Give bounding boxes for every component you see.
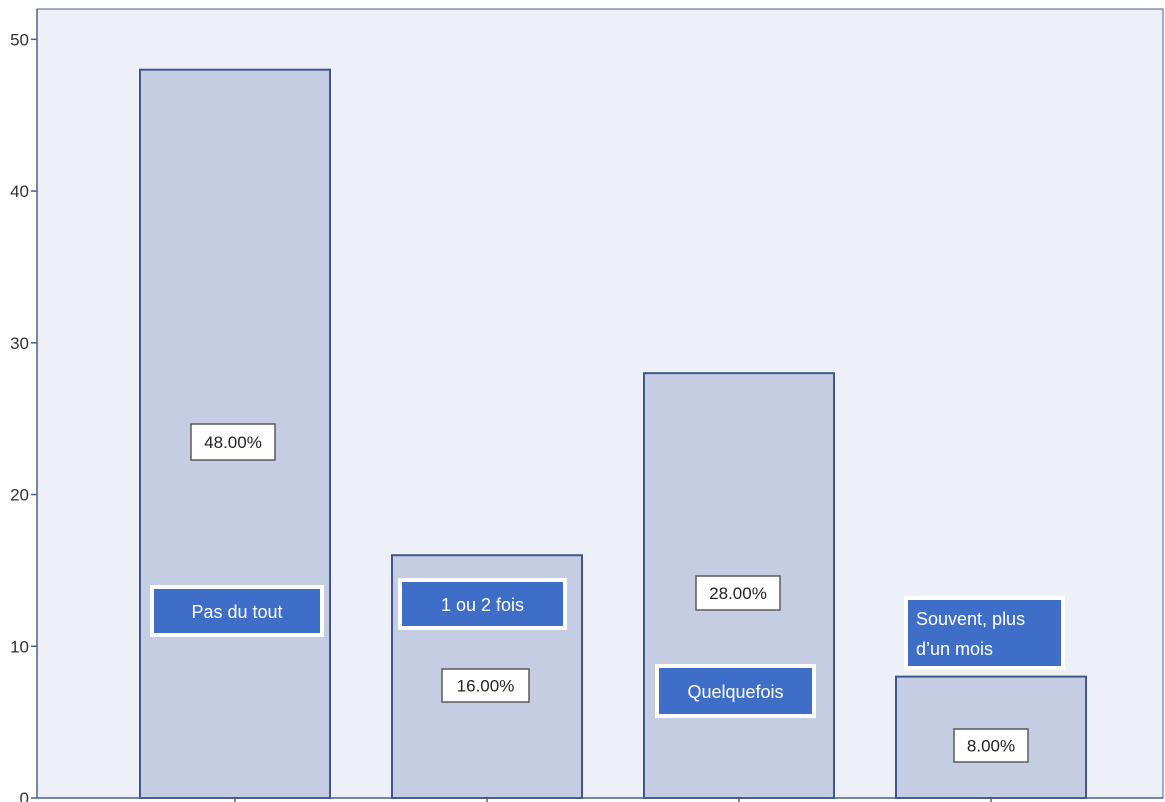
data-label-box [441,668,530,703]
category-label: d’un mois [916,639,993,659]
category-label-box [150,585,324,637]
axes-group [36,9,1163,799]
y-tick-label: 40 [10,182,29,201]
data-label-box [695,575,781,611]
y-tick-label: 50 [10,30,29,49]
x-axis-ticks [234,798,992,802]
category-label: Quelquefois [687,682,783,702]
y-tick-label: 0 [20,789,29,802]
data-label: 16.00% [457,677,515,696]
y-axis-ticks: 0 10 20 30 40 50 [10,30,37,802]
category-label: Pas du tout [191,602,282,622]
category-label: Souvent, plus [916,609,1025,629]
y-tick-label: 10 [10,637,29,656]
data-label: 8.00% [967,737,1015,756]
y-tick-label: 20 [10,486,29,505]
category-label-box [398,578,567,630]
data-label: 28.00% [709,584,767,603]
y-tick-label: 30 [10,334,29,353]
bar-annotations: 48.00% 16.00% 28.00% 8.00% Pas du tout 1 ou 2… [150,423,1065,763]
data-label: 48.00% [204,433,262,452]
category-label-box [655,664,816,718]
category-label-box [904,596,1065,670]
data-label-box [190,423,276,461]
data-label-box [953,728,1029,763]
category-label: 1 ou 2 fois [441,595,524,615]
